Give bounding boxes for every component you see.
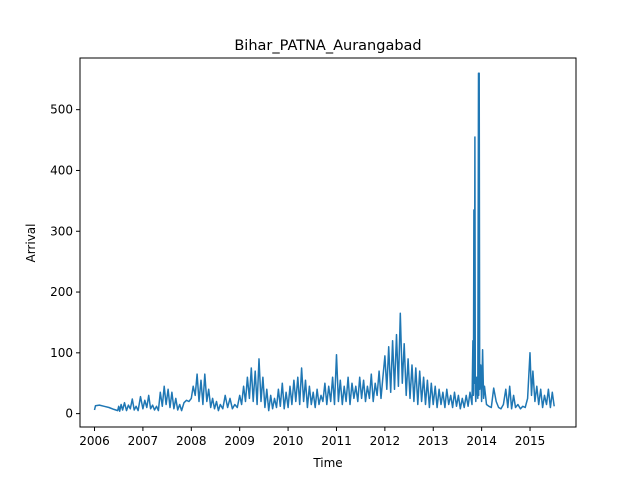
y-tick-label: 300 [50, 224, 73, 238]
x-axis: 2006 2007 2008 2009 2010 2011 2012 2013 2014 2015 [79, 427, 545, 448]
x-tick-label: 2012 [370, 434, 401, 448]
y-tick-label: 0 [65, 407, 73, 421]
x-axis-title: Time [312, 456, 342, 470]
y-tick-label: 100 [50, 346, 73, 360]
series-layer [93, 72, 555, 412]
y-tick-label: 500 [50, 103, 73, 117]
y-tick-label: 200 [50, 285, 73, 299]
x-tick-label: 2008 [176, 434, 207, 448]
x-tick-label: 2006 [79, 434, 110, 448]
x-tick-label: 2013 [418, 434, 449, 448]
chart-title: Bihar_PATNA_Aurangabad [234, 38, 421, 54]
y-axis: 0 100 200 300 400 500 [50, 103, 80, 421]
plot-frame [79, 57, 577, 428]
x-tick-label: 2010 [273, 434, 304, 448]
y-axis-title: Arrival [24, 224, 38, 263]
x-tick-label: 2015 [515, 434, 546, 448]
x-tick-label: 2007 [128, 434, 159, 448]
x-tick-label: 2011 [321, 434, 352, 448]
y-tick-label: 400 [50, 163, 73, 177]
x-tick-label: 2009 [224, 434, 255, 448]
x-tick-label: 2014 [466, 434, 497, 448]
series-line-0 [93, 72, 555, 412]
